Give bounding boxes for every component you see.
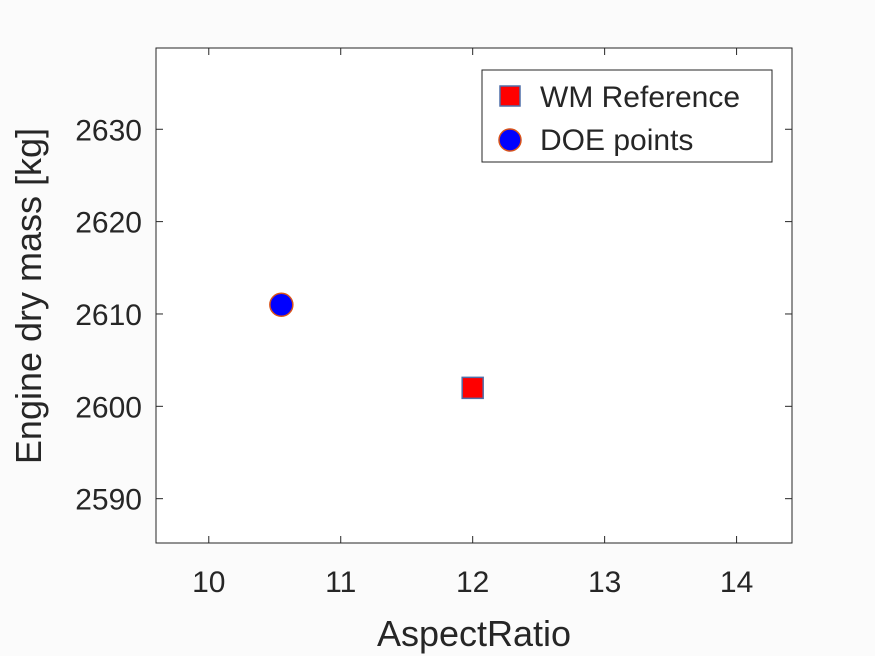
x-tick-label: 13 (588, 566, 621, 599)
x-tick-label: 12 (456, 566, 489, 599)
y-tick-label: 2620 (75, 207, 142, 240)
y-tick-label: 2600 (75, 391, 142, 424)
legend-label-wm-reference: WM Reference (540, 81, 740, 114)
legend-box (481, 69, 773, 163)
x-tick-label: 10 (192, 566, 225, 599)
y-tick-label: 2610 (75, 299, 142, 332)
legend-marker-doe-points (498, 128, 522, 152)
x-axis-label: AspectRatio (377, 613, 571, 654)
legend-marker-wm-reference (499, 85, 521, 107)
y-tick-label: 2590 (75, 484, 142, 517)
y-tick-label: 2630 (75, 114, 142, 147)
x-tick-label: 14 (720, 566, 753, 599)
legend: WM Reference DOE points (481, 69, 773, 163)
data-point-wm-reference (461, 376, 484, 400)
y-axis-label: Engine dry mass [kg] (8, 128, 49, 464)
legend-label-doe-points: DOE points (540, 124, 693, 157)
y-axis: 2590 2600 2610 2620 2630 (75, 114, 792, 517)
data-point-doe-points (269, 292, 294, 317)
x-tick-label: 11 (325, 566, 356, 599)
x-axis: 10 11 12 13 14 (192, 48, 753, 599)
data-markers (269, 292, 484, 400)
